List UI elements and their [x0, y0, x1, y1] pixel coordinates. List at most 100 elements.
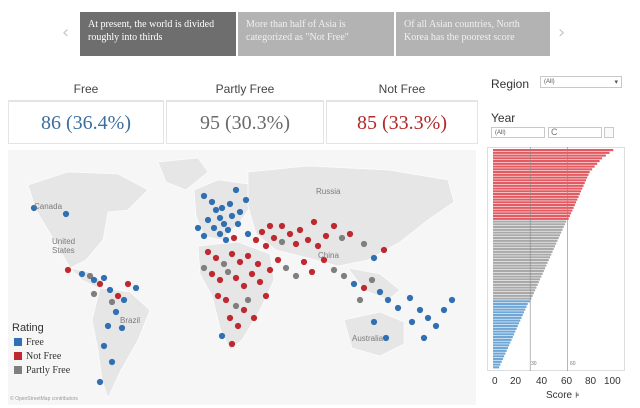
country-marker[interactable]	[340, 272, 348, 280]
score-bar[interactable]	[493, 325, 518, 328]
score-bar[interactable]	[493, 234, 560, 237]
score-bar[interactable]	[493, 250, 553, 253]
country-marker[interactable]	[384, 296, 392, 304]
country-marker[interactable]	[244, 230, 252, 238]
score-bar[interactable]	[493, 226, 564, 229]
year-slider[interactable]: C	[548, 127, 602, 138]
score-bar[interactable]	[493, 228, 563, 231]
score-bar[interactable]	[493, 314, 523, 317]
country-marker[interactable]	[322, 232, 330, 240]
country-marker[interactable]	[124, 280, 132, 288]
country-marker[interactable]	[244, 252, 252, 260]
score-bar[interactable]	[493, 198, 578, 201]
country-marker[interactable]	[194, 224, 202, 232]
slider-handle-icon[interactable]: C	[551, 127, 558, 137]
country-marker[interactable]	[232, 302, 240, 310]
score-bar[interactable]	[493, 261, 548, 264]
country-marker[interactable]	[408, 318, 416, 326]
score-bar[interactable]	[493, 190, 582, 193]
country-marker[interactable]	[132, 284, 140, 292]
country-marker[interactable]	[90, 276, 98, 284]
score-bar[interactable]	[493, 319, 521, 322]
score-bar[interactable]	[493, 204, 575, 207]
score-bar[interactable]	[493, 223, 565, 226]
country-marker[interactable]	[114, 292, 122, 300]
country-marker[interactable]	[292, 240, 300, 248]
country-marker[interactable]	[228, 212, 236, 220]
score-bar[interactable]	[493, 360, 502, 363]
score-bar[interactable]	[493, 322, 520, 325]
score-bar[interactable]	[493, 171, 590, 174]
country-marker[interactable]	[236, 208, 244, 216]
score-bar[interactable]	[493, 149, 614, 152]
country-marker[interactable]	[62, 210, 70, 218]
country-marker[interactable]	[382, 334, 390, 342]
score-bar[interactable]	[493, 217, 569, 220]
country-marker[interactable]	[200, 264, 208, 272]
legend-item-partly-free[interactable]: Partly Free	[14, 365, 70, 376]
country-marker[interactable]	[204, 216, 212, 224]
country-marker[interactable]	[226, 314, 234, 322]
country-marker[interactable]	[120, 296, 128, 304]
region-dropdown[interactable]: (All) ▾	[540, 76, 622, 88]
country-marker[interactable]	[240, 306, 248, 314]
score-bar[interactable]	[493, 275, 542, 278]
score-bar[interactable]	[493, 151, 610, 154]
score-bar[interactable]	[493, 352, 506, 355]
score-bar[interactable]	[493, 157, 603, 160]
chevron-left-icon[interactable]: ‹	[62, 22, 70, 43]
country-marker[interactable]	[270, 234, 278, 242]
score-bar[interactable]	[493, 336, 513, 339]
score-bar[interactable]	[493, 206, 574, 209]
country-marker[interactable]	[370, 254, 378, 262]
score-bar[interactable]	[493, 209, 573, 212]
score-bar[interactable]	[493, 349, 507, 352]
score-bar[interactable]	[493, 160, 600, 163]
country-marker[interactable]	[216, 214, 224, 222]
country-marker[interactable]	[208, 270, 216, 278]
country-marker[interactable]	[370, 318, 378, 326]
country-marker[interactable]	[394, 304, 402, 312]
story-point-1[interactable]: At present, the world is divided roughly…	[80, 12, 236, 56]
score-bar[interactable]	[493, 300, 531, 303]
country-marker[interactable]	[258, 228, 266, 236]
score-bar[interactable]	[493, 267, 546, 270]
country-marker[interactable]	[266, 222, 274, 230]
score-bar[interactable]	[493, 253, 552, 256]
country-marker[interactable]	[200, 192, 208, 200]
score-bar[interactable]	[493, 215, 570, 218]
score-bar[interactable]	[493, 193, 580, 196]
country-marker[interactable]	[242, 196, 250, 204]
score-bar[interactable]	[493, 278, 541, 281]
country-marker[interactable]	[226, 200, 234, 208]
country-marker[interactable]	[96, 280, 104, 288]
country-marker[interactable]	[282, 264, 290, 272]
score-bar-chart[interactable]	[487, 147, 625, 371]
score-bar[interactable]	[493, 182, 585, 185]
country-marker[interactable]	[248, 270, 256, 278]
country-marker[interactable]	[78, 270, 86, 278]
country-marker[interactable]	[346, 230, 354, 238]
country-marker[interactable]	[256, 278, 264, 286]
country-marker[interactable]	[220, 260, 228, 268]
score-bar[interactable]	[493, 212, 572, 215]
country-marker[interactable]	[368, 276, 376, 284]
country-marker[interactable]	[228, 250, 236, 258]
score-bar[interactable]	[493, 195, 579, 198]
country-marker[interactable]	[216, 230, 224, 238]
score-bar[interactable]	[493, 259, 549, 262]
country-marker[interactable]	[100, 274, 108, 282]
score-bar[interactable]	[493, 270, 544, 273]
score-bar[interactable]	[493, 184, 584, 187]
country-marker[interactable]	[278, 238, 286, 246]
country-marker[interactable]	[274, 256, 282, 264]
country-marker[interactable]	[90, 290, 98, 298]
country-marker[interactable]	[100, 342, 108, 350]
score-bar[interactable]	[493, 264, 547, 267]
country-marker[interactable]	[106, 286, 114, 294]
score-bar[interactable]	[493, 179, 586, 182]
country-marker[interactable]	[424, 314, 432, 322]
country-marker[interactable]	[296, 226, 304, 234]
legend-item-free[interactable]: Free	[14, 337, 44, 348]
country-marker[interactable]	[266, 266, 274, 274]
